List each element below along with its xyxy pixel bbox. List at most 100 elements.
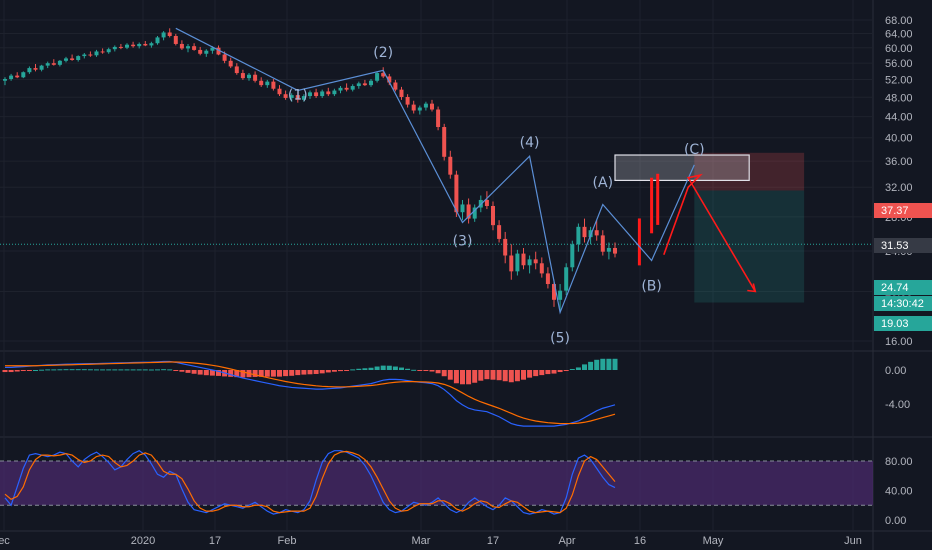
candle-body[interactable] <box>155 37 160 44</box>
candle-body[interactable] <box>27 68 32 73</box>
candle-body[interactable] <box>204 50 209 54</box>
macd-pane[interactable] <box>2 358 618 427</box>
candle-body[interactable] <box>253 74 258 81</box>
candle-body[interactable] <box>545 273 550 285</box>
stochastic-pane[interactable] <box>0 449 873 515</box>
candle-body[interactable] <box>558 290 563 300</box>
candle-body[interactable] <box>582 226 587 238</box>
candle-body[interactable] <box>118 46 123 48</box>
candle-body[interactable] <box>173 35 178 44</box>
candle-body[interactable] <box>216 47 221 55</box>
wave-path[interactable] <box>175 27 695 315</box>
candle-body[interactable] <box>460 204 465 213</box>
candle-body[interactable] <box>600 235 605 252</box>
candle-body[interactable] <box>228 60 233 67</box>
candle-body[interactable] <box>320 91 325 97</box>
candle-body[interactable] <box>430 103 434 110</box>
candle-body[interactable] <box>387 76 392 83</box>
candle-body[interactable] <box>51 63 56 65</box>
candle-body[interactable] <box>375 73 380 81</box>
candle-body[interactable] <box>265 81 270 86</box>
candle-body[interactable] <box>234 66 239 74</box>
candle-body[interactable] <box>137 43 142 47</box>
candle-body[interactable] <box>497 225 502 239</box>
candle-body[interactable] <box>198 49 203 54</box>
candle-body[interactable] <box>369 80 373 86</box>
candle-body[interactable] <box>570 244 575 268</box>
macd-signal-line[interactable] <box>5 361 616 425</box>
candle-body[interactable] <box>350 86 355 90</box>
candle-body[interactable] <box>576 226 581 245</box>
candle-body[interactable] <box>161 32 166 38</box>
candle-body[interactable] <box>106 49 111 53</box>
candle-body[interactable] <box>57 60 62 65</box>
candle-body[interactable] <box>289 95 294 98</box>
candle-body[interactable] <box>149 43 154 46</box>
candle-body[interactable] <box>436 109 441 128</box>
candle-body[interactable] <box>539 263 544 274</box>
candle-body[interactable] <box>454 174 459 213</box>
candle-body[interactable] <box>295 95 300 100</box>
candle-body[interactable] <box>613 247 617 254</box>
candle-body[interactable] <box>271 81 276 89</box>
candle-body[interactable] <box>521 253 526 266</box>
candle-body[interactable] <box>491 205 495 226</box>
candle-body[interactable] <box>448 156 453 175</box>
candle-body[interactable] <box>15 75 20 78</box>
candle-body[interactable] <box>308 92 312 97</box>
candle-body[interactable] <box>222 54 227 61</box>
candle-body[interactable] <box>210 47 215 51</box>
candle-body[interactable] <box>338 87 343 91</box>
candle-body[interactable] <box>381 73 386 77</box>
candle-body[interactable] <box>527 259 532 266</box>
candle-body[interactable] <box>70 58 75 61</box>
candle-body[interactable] <box>472 207 477 219</box>
candle-body[interactable] <box>509 255 514 272</box>
candle-body[interactable] <box>143 43 148 46</box>
candle-body[interactable] <box>484 199 489 206</box>
candle-body[interactable] <box>393 82 398 90</box>
candle-body[interactable] <box>240 73 245 79</box>
candle-body[interactable] <box>33 68 38 70</box>
candle-body[interactable] <box>423 103 428 108</box>
candle-body[interactable] <box>247 74 251 79</box>
candle-body[interactable] <box>192 46 197 50</box>
candle-body[interactable] <box>533 259 538 264</box>
candle-body[interactable] <box>3 79 7 81</box>
candle-body[interactable] <box>186 46 190 49</box>
candle-body[interactable] <box>442 127 447 157</box>
candle-body[interactable] <box>9 75 14 80</box>
candle-body[interactable] <box>606 247 611 252</box>
candle-body[interactable] <box>21 72 26 78</box>
candle-body[interactable] <box>405 96 410 105</box>
candle-body[interactable] <box>100 51 105 53</box>
candle-body[interactable] <box>301 96 306 100</box>
candle-body[interactable] <box>411 104 416 111</box>
elliott-wave[interactable]: (1) (2) (3) (4) (5) (A) (B) (C) <box>175 27 757 346</box>
candle-body[interactable] <box>326 91 331 95</box>
candle-body[interactable] <box>167 32 172 36</box>
candle-body[interactable] <box>39 65 44 70</box>
candle-body[interactable] <box>417 107 422 111</box>
candle-body[interactable] <box>45 63 50 66</box>
candle-body[interactable] <box>356 83 361 87</box>
candle-body[interactable] <box>76 56 81 61</box>
candle-body[interactable] <box>94 51 99 56</box>
candle-body[interactable] <box>277 88 282 95</box>
price-candles[interactable] <box>3 28 660 312</box>
candle-body[interactable] <box>131 44 136 47</box>
candle-body[interactable] <box>112 46 117 50</box>
stoch-d-line[interactable] <box>4 450 616 514</box>
candle-body[interactable] <box>466 204 471 219</box>
candle-body[interactable] <box>594 230 599 236</box>
candle-body[interactable] <box>82 54 87 57</box>
candle-body[interactable] <box>564 267 569 291</box>
candle-body[interactable] <box>283 94 288 98</box>
candle-body[interactable] <box>64 58 68 61</box>
candle-body[interactable] <box>259 80 264 86</box>
candle-body[interactable] <box>362 83 367 86</box>
candle-body[interactable] <box>344 87 349 90</box>
candle-body[interactable] <box>503 238 508 256</box>
candle-body[interactable] <box>399 89 404 97</box>
